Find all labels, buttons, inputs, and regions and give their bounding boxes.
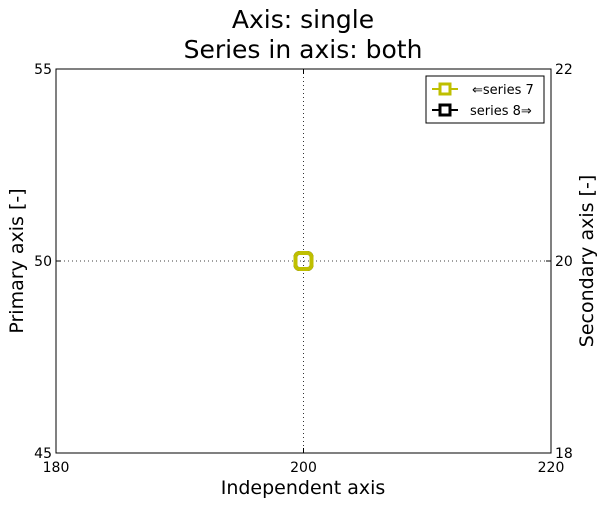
legend-swatch-marker-series-7 [438, 82, 452, 96]
x-tick-label: 180 [43, 460, 70, 476]
legend-entry-series-8: series 8⇒ [432, 103, 532, 119]
data-marks [293, 251, 314, 271]
legend-entry-series-7: ⇐series 7 [432, 82, 534, 98]
ticks: 180 200 220 45 50 55 18 20 22 [34, 62, 573, 476]
legend-label-series-7: ⇐series 7 [472, 83, 534, 98]
chart-title-line-1: Axis: single [232, 5, 374, 34]
x-tick-label: 200 [290, 460, 317, 476]
data-point-series-7 [293, 251, 314, 271]
grid [56, 69, 551, 453]
y2-tick-label: 22 [555, 62, 573, 78]
y-axis-label: Primary axis [-] [6, 188, 28, 333]
chart-title-line-2: Series in axis: both [184, 35, 423, 64]
y2-tick-label: 20 [555, 254, 573, 270]
y2-axis-label: Secondary axis [-] [576, 175, 598, 347]
x-axis-label: Independent axis [221, 477, 386, 499]
y2-tick-label: 18 [555, 446, 573, 462]
y-tick-label: 55 [34, 62, 52, 78]
legend-label-series-8: series 8⇒ [470, 104, 532, 119]
x-tick-label: 220 [538, 460, 565, 476]
y-tick-label: 45 [34, 446, 52, 462]
y-tick-label: 50 [34, 254, 52, 270]
legend: ⇐series 7 series 8⇒ [425, 75, 545, 124]
legend-swatch-marker-series-8 [438, 103, 452, 117]
